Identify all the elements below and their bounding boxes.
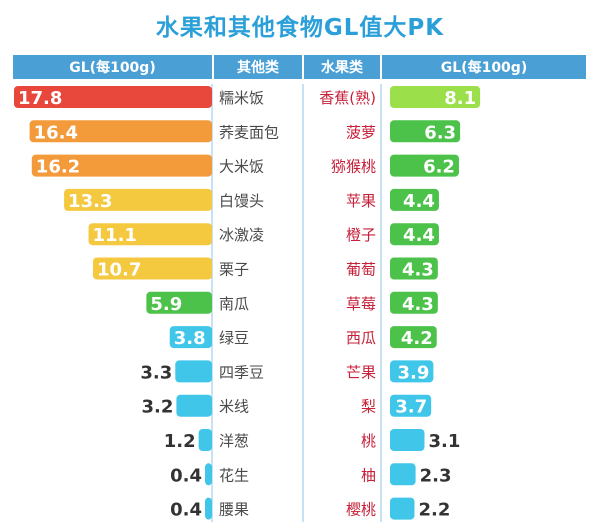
left-category-label-9: 米线 [219, 398, 249, 416]
left-value-label-8: 3.3 [140, 362, 172, 383]
right-value-label-1: 6.3 [424, 122, 456, 143]
left-category-label-10: 洋葱 [219, 432, 249, 450]
right-category-label-6: 草莓 [346, 295, 376, 313]
left-value-label-2: 16.2 [36, 157, 80, 178]
right-value-label-10: 3.1 [428, 431, 460, 452]
right-category-label-8: 芒果 [346, 363, 376, 381]
header-right-value: GL(每100g) [382, 55, 586, 79]
left-category-label-3: 白馒头 [219, 192, 264, 210]
right-value-label-0: 8.1 [444, 88, 476, 109]
right-value-label-3: 4.4 [403, 191, 435, 212]
left-bar-9 [176, 394, 212, 417]
right-bar-8 [390, 360, 434, 383]
left-value-label-5: 10.7 [97, 260, 141, 281]
right-category-label-7: 西瓜 [346, 329, 376, 347]
right-value-label-11: 2.3 [420, 465, 452, 486]
left-value-label-0: 17.8 [18, 88, 62, 109]
left-category-label-11: 花生 [219, 466, 249, 484]
left-bar-6 [146, 291, 212, 314]
left-value-label-1: 16.4 [34, 122, 78, 143]
right-bar-4 [390, 223, 439, 246]
right-category-label-0: 香蕉(熟) [319, 89, 376, 107]
right-value-label-7: 4.2 [401, 328, 433, 349]
right-category-label-3: 苹果 [346, 192, 376, 210]
right-value-label-9: 3.7 [395, 397, 427, 418]
left-category-label-12: 腰果 [219, 501, 249, 519]
left-bar-3 [64, 188, 212, 211]
right-bar-3 [390, 188, 439, 211]
right-category-label-1: 菠萝 [346, 123, 376, 141]
right-category-label-2: 猕猴桃 [331, 158, 376, 176]
left-value-label-9: 3.2 [142, 397, 174, 418]
right-bar-5 [390, 257, 438, 280]
right-category-label-5: 葡萄 [346, 261, 376, 279]
left-bar-8 [175, 360, 212, 383]
right-value-label-4: 4.4 [403, 225, 435, 246]
left-category-label-5: 栗子 [219, 261, 249, 279]
left-bar-11 [205, 463, 212, 486]
left-value-label-11: 0.4 [170, 465, 202, 486]
left-value-label-12: 0.4 [170, 500, 202, 521]
right-category-label-4: 橙子 [346, 226, 376, 244]
left-category-label-2: 大米饭 [219, 158, 264, 176]
left-bar-1 [29, 120, 213, 143]
left-bar-12 [205, 497, 212, 520]
right-value-label-8: 3.9 [397, 362, 429, 383]
right-category-label-11: 柚 [361, 466, 376, 484]
right-value-label-5: 4.3 [402, 260, 434, 281]
left-value-label-4: 11.1 [93, 225, 137, 246]
right-value-label-12: 2.2 [418, 500, 450, 521]
left-category-label-8: 四季豆 [219, 363, 264, 381]
header-left-food: 其他类 [214, 55, 302, 79]
right-value-label-2: 6.2 [423, 157, 455, 178]
left-category-label-6: 南瓜 [219, 295, 249, 313]
right-bar-2 [390, 154, 459, 177]
right-bar-10 [390, 429, 425, 451]
right-category-label-9: 梨 [361, 398, 376, 416]
right-bar-9 [390, 394, 432, 417]
left-value-label-7: 3.8 [174, 328, 206, 349]
left-category-label-0: 糯米饭 [219, 89, 264, 107]
left-bar-5 [92, 257, 212, 280]
left-bar-2 [31, 154, 212, 177]
left-value-label-6: 5.9 [150, 294, 182, 315]
right-bar-0 [390, 86, 481, 108]
right-value-label-6: 4.3 [402, 294, 434, 315]
right-category-label-12: 樱桃 [346, 501, 376, 519]
right-bar-1 [390, 120, 461, 143]
left-value-label-3: 13.3 [68, 191, 112, 212]
right-bar-12 [390, 497, 415, 520]
left-bar-0 [14, 86, 212, 108]
left-category-label-7: 绿豆 [219, 329, 249, 347]
page-title: 水果和其他食物GL值大PK [155, 15, 445, 41]
right-bar-7 [390, 326, 437, 349]
left-category-label-4: 冰激凌 [219, 226, 264, 244]
right-bar-11 [390, 463, 416, 486]
right-bar-6 [390, 291, 438, 314]
left-category-label-1: 荞麦面包 [219, 123, 279, 141]
left-bar-4 [88, 223, 212, 246]
right-category-label-10: 桃 [361, 432, 376, 450]
header-right-food: 水果类 [304, 55, 380, 79]
left-bar-7 [169, 326, 212, 349]
header-left-value: GL(每100g) [13, 55, 212, 79]
left-value-label-10: 1.2 [164, 431, 196, 452]
left-bar-10 [198, 429, 212, 451]
